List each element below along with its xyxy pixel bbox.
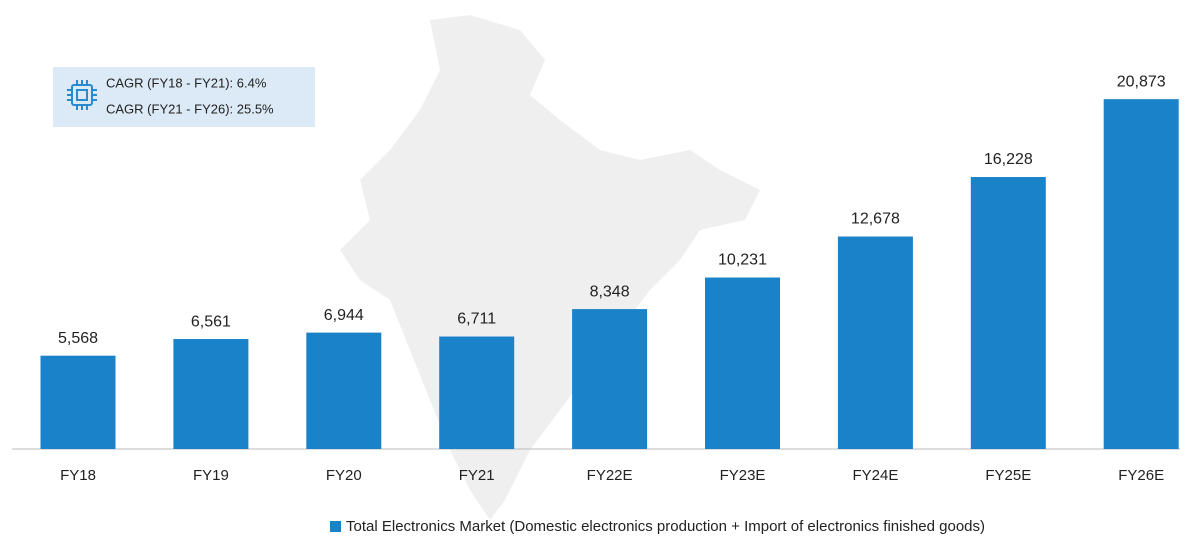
x-tick-label: FY19 <box>193 467 229 484</box>
value-label: 6,561 <box>191 313 231 330</box>
bar <box>173 339 249 449</box>
legend-swatch <box>330 521 341 532</box>
bar <box>439 336 515 449</box>
legend-label: Total Electronics Market (Domestic elect… <box>346 518 985 535</box>
bar <box>837 236 913 449</box>
bar <box>306 332 382 449</box>
bar <box>970 177 1046 449</box>
x-tick-label: FY26E <box>1118 467 1164 484</box>
x-tick-label: FY25E <box>985 467 1031 484</box>
chip-icon <box>67 80 97 110</box>
annotation: CAGR (FY21 - FY26): 25.5% <box>106 101 274 116</box>
value-label: 12,678 <box>851 211 900 228</box>
value-label: 6,711 <box>457 311 496 328</box>
x-tick-label: FY22E <box>587 467 633 484</box>
value-label: 8,348 <box>590 283 630 300</box>
value-label: 5,568 <box>58 330 98 347</box>
annotation-box <box>53 67 315 127</box>
value-label: 20,873 <box>1117 73 1166 90</box>
x-tick-label: FY24E <box>852 467 898 484</box>
value-label: 16,228 <box>984 151 1033 168</box>
bar <box>40 355 116 449</box>
x-tick-label: FY21 <box>459 467 495 484</box>
x-tick-label: FY18 <box>60 467 96 484</box>
x-tick-label: FY20 <box>326 467 362 484</box>
bar <box>705 277 780 449</box>
map-background <box>340 15 760 520</box>
value-label: 6,944 <box>324 307 364 324</box>
annotation: CAGR (FY18 - FY21): 6.4% <box>106 75 267 90</box>
bar <box>1103 99 1179 449</box>
value-label: 10,231 <box>718 252 767 269</box>
bar <box>572 309 648 449</box>
x-tick-label: FY23E <box>720 467 766 484</box>
